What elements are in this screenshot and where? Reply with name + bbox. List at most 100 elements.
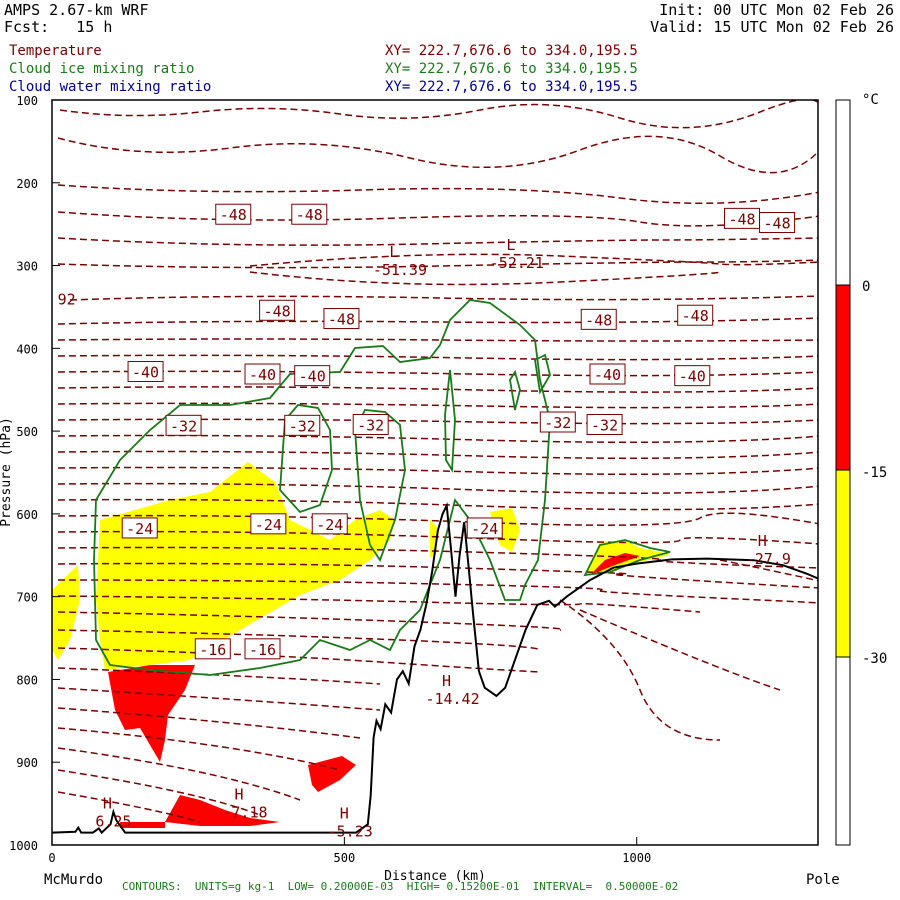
y-axis-ticks: 100 200 300 400 500 600 700 800 900 1000 — [9, 94, 60, 853]
y-tick-label: 1000 — [9, 839, 38, 853]
shading-red-base — [120, 822, 165, 828]
valid-time: Valid: 15 UTC Mon 02 Feb 26 — [650, 18, 894, 36]
colorbar-tick-15: -15 — [862, 465, 887, 481]
colorbar-tick-0: 0 — [862, 279, 870, 295]
contour-label: -24 — [126, 520, 153, 538]
contour-label: -32 — [591, 416, 618, 434]
shading-red-main — [108, 665, 195, 762]
extremum-value: -14.42 — [425, 690, 479, 708]
shading-yellow-main — [96, 462, 395, 670]
temperature-isotherms — [57, 100, 818, 823]
field-xy-cloud-water: XY= 222.7,676.6 to 334.0,195.5 — [385, 79, 638, 95]
contour-label-box — [215, 203, 252, 225]
extremum-letter: H — [758, 532, 767, 550]
contour-info-footer: CONTOURS: UNITS=g kg-1 LOW= 0.20000E-03 … — [122, 880, 679, 893]
contour-label-box — [586, 413, 623, 435]
contour-label-box — [127, 361, 164, 383]
field-xy-temperature: XY= 222.7,676.6 to 334.0,195.5 — [385, 43, 638, 59]
extremum-letter: L — [506, 236, 515, 254]
y-tick-label: 500 — [16, 425, 38, 439]
contour-label: -40 — [679, 368, 706, 386]
contour-label: -24 — [471, 520, 498, 538]
init-time: Init: 00 UTC Mon 02 Feb 26 — [659, 1, 894, 19]
contour-label: -32 — [170, 417, 197, 435]
x-tick-label: 0 — [48, 851, 55, 865]
field-xy-cloud-ice: XY= 222.7,676.6 to 334.0,195.5 — [385, 61, 638, 77]
contour-label-partial: 92 — [58, 290, 76, 308]
y-axis-label: Pressure (hPa) — [0, 417, 14, 527]
colorbar-unit: °C — [862, 92, 879, 108]
contour-label-box — [291, 203, 328, 225]
x-tick-label: 500 — [334, 851, 356, 865]
colorbar-band-yellow — [835, 469, 851, 658]
shading-yellow-left — [52, 565, 80, 660]
extremum-letter: H — [103, 795, 112, 813]
contour-label-box — [194, 638, 231, 660]
contour-label: -32 — [544, 414, 571, 432]
contour-label-box — [466, 517, 503, 539]
contour-label-box — [323, 308, 360, 330]
colorbar-band-red — [835, 284, 851, 471]
field-name-temperature: Temperature — [9, 43, 102, 59]
contour-label-box — [580, 308, 617, 330]
shading-red-low — [165, 795, 280, 826]
colorbar-tick-30: -30 — [862, 651, 887, 667]
contour-label: -16 — [199, 641, 226, 659]
endpoint-left: McMurdo — [44, 872, 103, 888]
y-tick-label: 300 — [16, 260, 38, 274]
contour-label-box — [589, 363, 626, 385]
contour-label: -40 — [594, 366, 621, 384]
contour-label: -24 — [255, 516, 282, 534]
contour-label: -48 — [264, 302, 291, 320]
y-tick-label: 900 — [16, 756, 38, 770]
contour-label-box — [259, 299, 296, 321]
contour-label: -40 — [132, 364, 159, 382]
contour-labels: -48 -48 -48 -48 -48 -48 -48 -48 -40 -40 -40 -40 -40 -… — [58, 203, 796, 660]
terrain-line — [52, 502, 818, 835]
field-name-cloud-water: Cloud water mixing ratio — [9, 79, 212, 95]
extremum-value: -52.21 — [490, 254, 544, 272]
model-title: AMPS 2.67-km WRF — [4, 1, 149, 19]
extremum-value: -7.18 — [222, 803, 267, 821]
x-axis-label: Distance (km) — [384, 869, 486, 884]
contour-label: -32 — [357, 416, 384, 434]
contour-label: -16 — [249, 641, 276, 659]
contour-label-box — [121, 517, 158, 539]
contour-label: -48 — [682, 307, 709, 325]
contour-label: -48 — [585, 311, 612, 329]
y-tick-label: 800 — [16, 673, 38, 687]
contour-label-box — [294, 365, 331, 387]
y-tick-label: 100 — [16, 94, 38, 108]
contour-label-box — [165, 414, 202, 436]
contour-label: -48 — [728, 210, 755, 228]
extremum-value: -27.9 — [746, 550, 791, 568]
shading-red-plateau — [590, 553, 640, 575]
contour-label-box — [311, 513, 348, 535]
extremum-letter: H — [442, 672, 451, 690]
extremum-letter: L — [389, 243, 398, 261]
contour-label: -40 — [249, 366, 276, 384]
shading-red-blob — [308, 756, 356, 792]
endpoint-right: Pole — [806, 872, 840, 888]
x-axis-ticks: 0 500 1000 — [48, 837, 651, 865]
extremum-letter: H — [234, 785, 243, 803]
contour-label-box — [759, 212, 796, 234]
contour-label: -24 — [316, 516, 343, 534]
y-tick-label: 600 — [16, 508, 38, 522]
y-tick-label: 200 — [16, 177, 38, 191]
extremum-value: -51.39 — [373, 261, 427, 279]
contour-label-box — [244, 638, 281, 660]
contour-label-box — [674, 365, 711, 387]
x-tick-label: 1000 — [622, 851, 651, 865]
y-tick-label: 400 — [16, 342, 38, 356]
contour-label-box — [250, 513, 287, 535]
plot-frame — [51, 99, 819, 846]
contour-label-box — [539, 411, 576, 433]
extremum-letter: H — [340, 804, 349, 822]
contour-label: -32 — [289, 417, 316, 435]
y-tick-label: 700 — [16, 591, 38, 605]
contour-label-box — [244, 363, 281, 385]
contour-label: -48 — [296, 206, 323, 224]
